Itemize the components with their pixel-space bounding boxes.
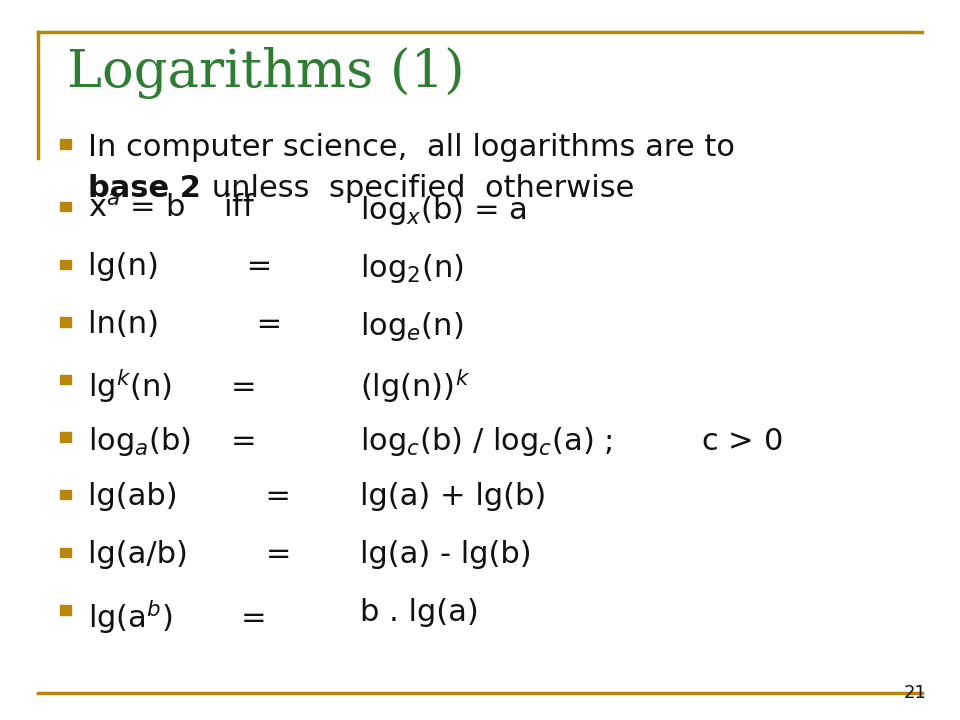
Text: Logarithms (1): Logarithms (1) — [67, 47, 465, 99]
Text: ln(n)          =: ln(n) = — [88, 310, 282, 338]
FancyBboxPatch shape — [60, 432, 71, 441]
Text: lg(a) + lg(b): lg(a) + lg(b) — [360, 482, 546, 511]
Text: base 2: base 2 — [88, 174, 202, 203]
FancyBboxPatch shape — [60, 605, 71, 615]
Text: log$_{e}$(n): log$_{e}$(n) — [360, 310, 464, 343]
Text: (lg(n))$^{k}$: (lg(n))$^{k}$ — [360, 367, 470, 405]
Text: lg$^{k}$(n)      =: lg$^{k}$(n) = — [88, 367, 255, 405]
Text: lg(a$^{b}$)       =: lg(a$^{b}$) = — [88, 598, 266, 636]
Text: lg(a/b)        =: lg(a/b) = — [88, 540, 292, 569]
Text: log$_{a}$(b)    =: log$_{a}$(b) = — [88, 425, 255, 458]
Text: x$^{a}$ = b    iff: x$^{a}$ = b iff — [88, 194, 256, 223]
FancyBboxPatch shape — [60, 490, 71, 500]
Text: log$_{c}$(b) / log$_{c}$(a) ;         c > 0: log$_{c}$(b) / log$_{c}$(a) ; c > 0 — [360, 425, 782, 458]
FancyBboxPatch shape — [60, 139, 71, 148]
Text: 21: 21 — [903, 684, 926, 702]
Text: b . lg(a): b . lg(a) — [360, 598, 479, 626]
FancyBboxPatch shape — [60, 547, 71, 557]
FancyBboxPatch shape — [60, 374, 71, 384]
Text: unless  specified  otherwise: unless specified otherwise — [202, 174, 634, 203]
FancyBboxPatch shape — [60, 202, 71, 212]
FancyBboxPatch shape — [60, 317, 71, 326]
Text: In computer science,  all logarithms are to: In computer science, all logarithms are … — [88, 133, 735, 162]
Text: log$_{x}$(b) = a: log$_{x}$(b) = a — [360, 194, 526, 228]
Text: lg(n)         =: lg(n) = — [88, 252, 273, 281]
FancyBboxPatch shape — [60, 259, 71, 269]
Text: log$_{2}$(n): log$_{2}$(n) — [360, 252, 464, 285]
Text: lg(ab)         =: lg(ab) = — [88, 482, 291, 511]
Text: lg(a) - lg(b): lg(a) - lg(b) — [360, 540, 532, 569]
